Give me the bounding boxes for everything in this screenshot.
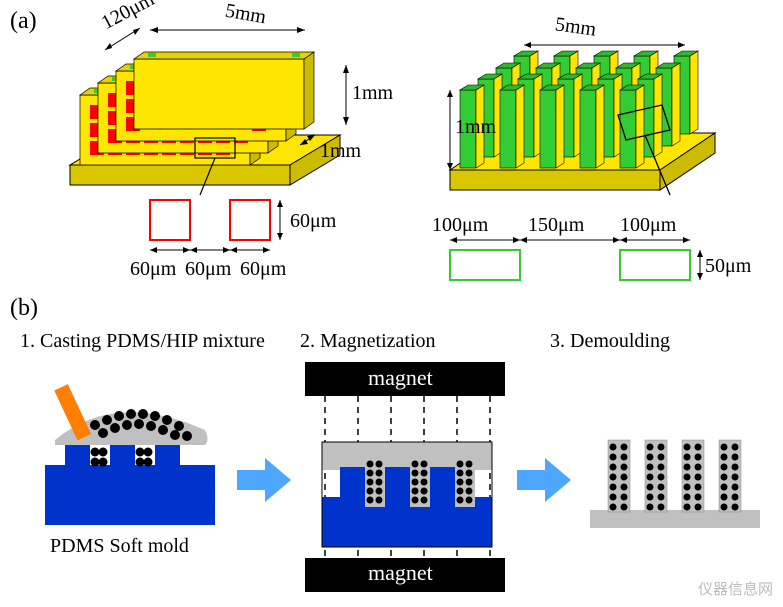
panel-a-label: (a) (10, 8, 37, 35)
dim-1mm-right: 1mm (455, 116, 496, 139)
detail-100w2: 100μm (620, 214, 676, 237)
panel-a-left-detail (120, 195, 380, 265)
step3-title: 3. Demoulding (550, 330, 670, 353)
step3-drawing (580, 400, 770, 540)
dim-1mm-h-left: 1mm (352, 82, 393, 105)
detail-150: 150μm (528, 214, 584, 237)
watermark: 仪器信息网 (698, 578, 773, 599)
arrow-2 (515, 455, 575, 505)
mold-label: PDMS Soft mold (50, 535, 189, 558)
magnet-top: magnet (368, 365, 433, 391)
panel-b-label: (b) (10, 295, 38, 322)
step2-title: 2. Magnetization (300, 330, 436, 353)
detail-50h: 50μm (705, 255, 751, 278)
step1-drawing (35, 370, 235, 540)
dim-1mm-sp-left: 1mm (320, 140, 361, 163)
detail-60w1: 60μm (130, 258, 176, 281)
panel-a-right-structure (430, 15, 750, 215)
detail-100w1: 100μm (432, 214, 488, 237)
detail-60w2: 60μm (185, 258, 231, 281)
step1-title: 1. Casting PDMS/HIP mixture (20, 330, 265, 353)
detail-60h: 60μm (290, 210, 336, 233)
detail-60w3: 60μm (240, 258, 286, 281)
arrow-1 (235, 455, 295, 505)
step2-drawing (300, 362, 510, 592)
magnet-bottom: magnet (368, 560, 433, 586)
panel-a-left-structure (50, 10, 390, 210)
